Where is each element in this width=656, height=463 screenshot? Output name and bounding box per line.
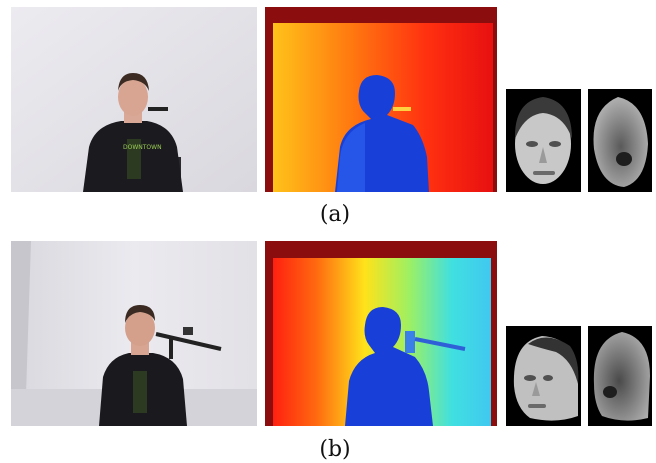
svg-text:DOWNTOWN: DOWNTOWN	[123, 144, 162, 151]
caption-b: (b)	[319, 437, 351, 462]
rgb-photo-b	[11, 241, 257, 426]
depth-map-a	[265, 7, 497, 192]
depth-map-b	[265, 241, 497, 426]
face-crop-rgb-b	[506, 326, 581, 426]
rgb-photo-a: DOWNTOWN	[11, 7, 257, 192]
face-crop-depth-b	[588, 326, 652, 426]
face-crop-depth-a	[588, 89, 652, 192]
caption-a: (a)	[319, 202, 351, 227]
face-crop-rgb-a	[506, 89, 581, 192]
